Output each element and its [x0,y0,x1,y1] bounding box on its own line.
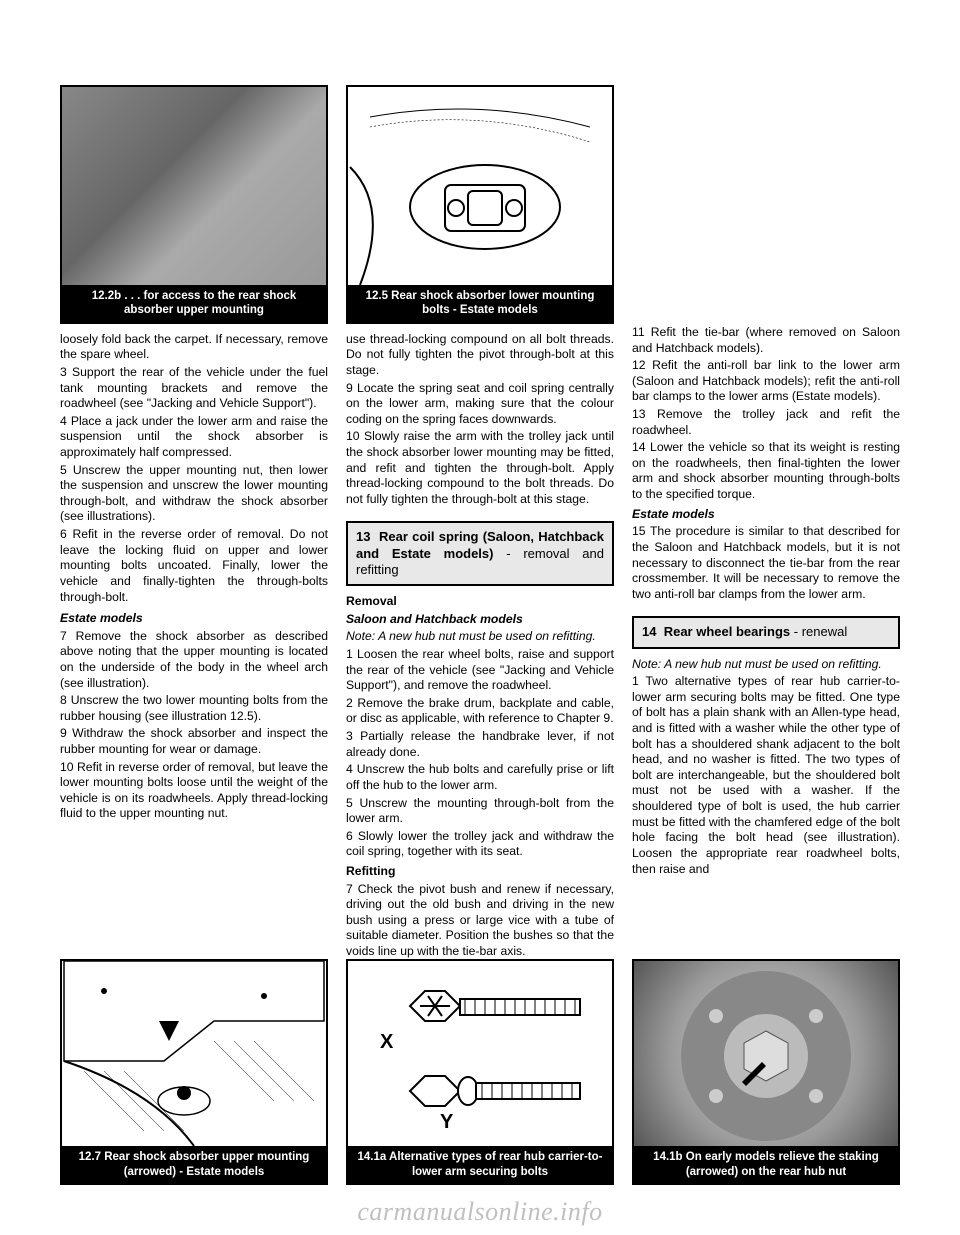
figure-12-7-image [62,961,326,1146]
column-3: 11 Refit the tie-bar (where removed on S… [632,85,900,995]
hub-photo-svg [634,961,898,1146]
body-text: 3 Support the rear of the vehicle under … [60,365,328,412]
figure-12-7: 12.7 Rear shock absorber upper mounting … [60,959,328,1185]
body-text: 1 Two alternative types of rear hub carr… [632,674,900,877]
body-text: 5 Unscrew the mounting through-bolt from… [346,796,614,827]
figure-12-7-caption: 12.7 Rear shock absorber upper mounting … [62,1146,326,1183]
section-13-num: 13 [356,529,370,544]
body-text: 7 Remove the shock absorber as described… [60,629,328,691]
figure-14-1a-image: X Y [348,961,612,1146]
section-14-title: Rear wheel bearings [664,624,790,639]
diagram-svg [62,961,326,1146]
subheading: Estate models [632,507,900,523]
figure-14-1b-image [634,961,898,1146]
subheading: Refitting [346,864,614,880]
figure-14-1b-caption: 14.1b On early models relieve the stakin… [634,1146,898,1183]
body-text: 5 Unscrew the upper mounting nut, then l… [60,463,328,525]
figure-14-1a: X Y 14.1a Alternative types of rear hub … [346,959,614,1185]
subheading: Estate models [60,611,328,627]
body-text: 4 Place a jack under the lower arm and r… [60,414,328,461]
watermark-text: carmanualsonline.info [0,1197,960,1227]
body-text: 13 Remove the trolley jack and refit the… [632,407,900,438]
figure-12-5-caption: 12.5 Rear shock absorber lower mounting … [348,285,612,322]
section-13-heading: 13 Rear coil spring (Saloon, Hatchback a… [346,521,614,586]
col1-text: loosely fold back the carpet. If necessa… [60,332,328,822]
spacer [632,85,900,325]
body-text: 15 The procedure is similar to that desc… [632,524,900,602]
diagram-svg [348,87,612,285]
note-text: Note: A new hub nut must be used on refi… [346,629,614,645]
body-text: 2 Remove the brake drum, backplate and c… [346,696,614,727]
note-text: Note: A new hub nut must be used on refi… [632,657,900,673]
figure-12-5: 12.5 Rear shock absorber lower mounting … [346,85,614,324]
body-text: 6 Refit in the reverse order of removal.… [60,527,328,605]
body-text: 3 Partially release the handbrake lever,… [346,729,614,760]
body-text: 10 Slowly raise the arm with the trolley… [346,429,614,507]
body-text: 6 Slowly lower the trolley jack and with… [346,829,614,860]
section-14-sub: - renewal [790,624,847,639]
body-text: 14 Lower the vehicle so that its weight … [632,440,900,502]
figure-14-1a-caption: 14.1a Alternative types of rear hub carr… [348,1146,612,1183]
figure-12-2b-caption: 12.2b . . . for access to the rear shock… [62,285,326,322]
body-text: loosely fold back the carpet. If necessa… [60,332,328,363]
body-text: 10 Refit in reverse order of removal, bu… [60,760,328,822]
subheading: Saloon and Hatchback models [346,612,614,628]
body-text: 4 Unscrew the hub bolts and carefully pr… [346,762,614,793]
subheading: Removal [346,594,614,610]
body-text: 9 Locate the spring seat and coil spring… [346,381,614,428]
section-14-heading: 14 Rear wheel bearings - renewal [632,616,900,648]
bottom-figure-row: 12.7 Rear shock absorber upper mounting … [60,959,900,1185]
figure-12-2b-image [62,87,326,285]
body-text: 7 Check the pivot bush and renew if nece… [346,882,614,960]
body-text: 11 Refit the tie-bar (where removed on S… [632,325,900,356]
figure-14-1b: 14.1b On early models relieve the stakin… [632,959,900,1185]
column-1: 12.2b . . . for access to the rear shock… [60,85,328,995]
bolt-label-y: Y [440,1111,453,1134]
figure-12-2b: 12.2b . . . for access to the rear shock… [60,85,328,324]
body-text: use thread-locking compound on all bolt … [346,332,614,379]
body-text: 9 Withdraw the shock absorber and inspec… [60,726,328,757]
body-text: 12 Refit the anti-roll bar link to the l… [632,358,900,405]
section-14-num: 14 [642,624,656,639]
bolt-label-x: X [380,1031,393,1054]
body-text: 8 Unscrew the two lower mounting bolts f… [60,693,328,724]
body-text: 1 Loosen the rear wheel bolts, raise and… [346,647,614,694]
figure-12-5-image [348,87,612,285]
column-2: 12.5 Rear shock absorber lower mounting … [346,85,614,995]
